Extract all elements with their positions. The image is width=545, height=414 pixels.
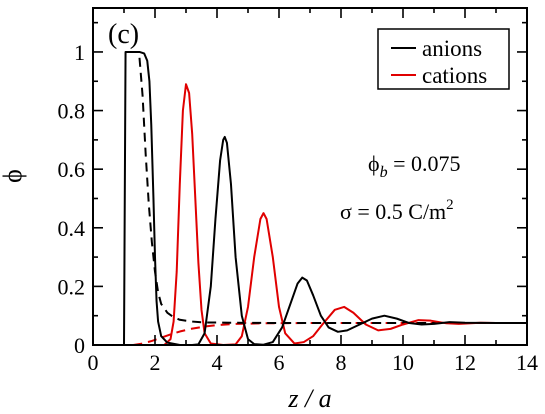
curves-layer — [123, 50, 527, 346]
y-axis-label: ϕ — [0, 169, 27, 183]
x-tick-label: 0 — [88, 350, 99, 375]
y-tick-label: 1 — [74, 40, 85, 65]
x-tick-label: 10 — [392, 350, 414, 375]
y-tick-label: 0 — [74, 333, 85, 358]
y-tick-label: 0.8 — [58, 99, 86, 124]
annotations: ϕb = 0.075 σ = 0.5 C/m2 — [340, 151, 461, 224]
x-tick-label: 12 — [454, 350, 476, 375]
phi-b-value: = 0.075 — [388, 151, 461, 176]
legend-label-anions: anions — [422, 36, 482, 61]
series-line-3 — [133, 322, 527, 346]
series-line-2 — [138, 57, 527, 325]
ticks-layer: 0 2 4 6 8 10 12 14 0 0.2 0.4 0.6 0.8 1 — [58, 8, 538, 375]
sigma-annotation: σ = 0.5 C/m2 — [340, 197, 454, 224]
sigma-text: σ = 0.5 C/m — [340, 199, 446, 224]
y-tick-label: 0.2 — [58, 274, 86, 299]
x-tick-label: 14 — [516, 350, 538, 375]
x-tick-label: 2 — [150, 350, 161, 375]
x-tick-label: 4 — [212, 350, 223, 375]
x-axis-label: z / a — [287, 384, 331, 413]
legend-box — [377, 28, 510, 90]
phi-b-annotation: ϕb = 0.075 — [368, 151, 461, 181]
sigma-superscript: 2 — [446, 197, 454, 213]
y-tick-label: 0.6 — [58, 157, 86, 182]
y-tick-label: 0.4 — [58, 216, 86, 241]
series-line-1 — [163, 83, 527, 346]
legend: anions cations — [377, 28, 510, 90]
x-tick-label: 6 — [274, 350, 285, 375]
phi-b-subscript: b — [380, 164, 388, 181]
series-line-0 — [123, 50, 527, 346]
panel-label: (c) — [108, 19, 139, 50]
legend-label-cations: cations — [422, 63, 487, 88]
x-tick-label: 8 — [336, 350, 347, 375]
phi-b-symbol: ϕ — [368, 151, 380, 176]
